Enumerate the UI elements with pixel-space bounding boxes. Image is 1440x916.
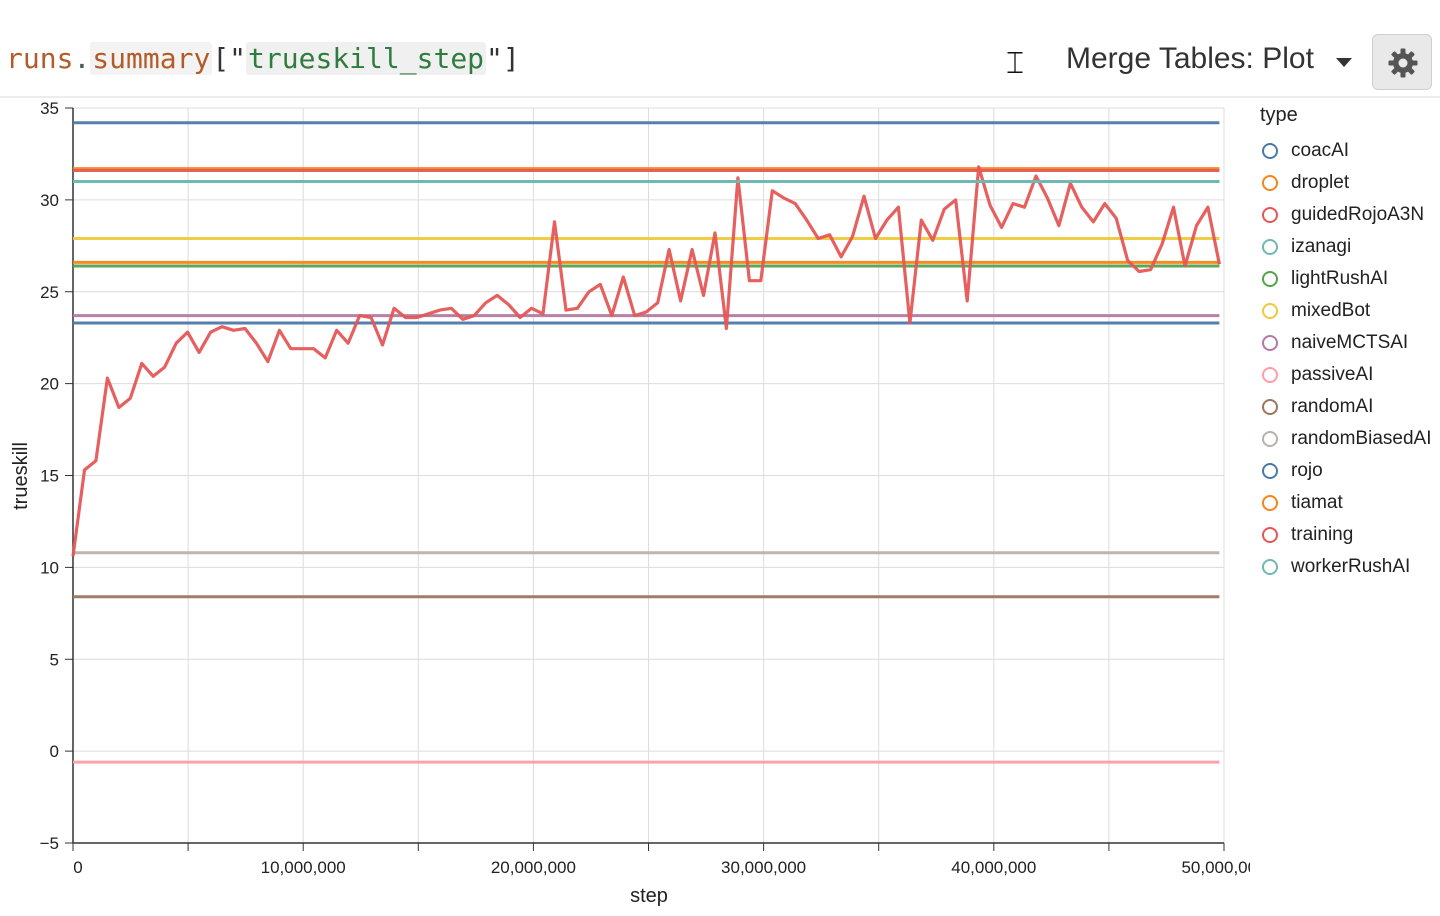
query-dot: .: [73, 42, 91, 75]
y-tick-label: 30: [40, 191, 59, 210]
legend-label: guidedRojoA3N: [1291, 204, 1425, 225]
x-tick-label: 30,000,000: [721, 858, 806, 877]
legend-item-guidedRojoA3N[interactable]: guidedRojoA3N: [1258, 199, 1438, 231]
legend-swatch-icon: [1262, 207, 1278, 223]
x-tick-label: 0: [73, 858, 82, 877]
legend-label: mixedBot: [1291, 300, 1371, 321]
y-tick-label: −5: [40, 834, 59, 853]
legend-swatch-icon: [1262, 399, 1278, 415]
series-line-training: [71, 165, 1221, 557]
legend-item-passiveAI[interactable]: passiveAI: [1258, 359, 1438, 391]
legend-swatch-icon: [1262, 143, 1278, 159]
legend: type coacAI droplet guidedRojoA3N izanagi li…: [1258, 104, 1438, 583]
legend-swatch-icon: [1262, 527, 1278, 543]
legend-label: rojo: [1291, 460, 1323, 481]
legend-items: coacAI droplet guidedRojoA3N izanagi lightRu…: [1258, 135, 1438, 583]
chevron-down-icon[interactable]: [1336, 58, 1352, 67]
legend-item-droplet[interactable]: droplet: [1258, 167, 1438, 199]
legend-swatch-icon: [1262, 495, 1278, 511]
query-object: runs: [6, 42, 74, 75]
legend-label: izanagi: [1291, 236, 1352, 257]
legend-item-mixedBot[interactable]: mixedBot: [1258, 295, 1438, 327]
y-tick-label: 5: [50, 650, 59, 669]
x-axis-title: step: [630, 885, 668, 907]
text-cursor-icon: ⌶: [1006, 46, 1024, 81]
gear-icon: [1388, 48, 1418, 78]
legend-item-lightRushAI[interactable]: lightRushAI: [1258, 263, 1438, 295]
legend-label: lightRushAI: [1291, 268, 1389, 289]
legend-item-training[interactable]: training: [1258, 519, 1438, 551]
legend-label: passiveAI: [1291, 364, 1374, 385]
y-tick-label: 0: [50, 742, 59, 761]
legend-swatch-icon: [1262, 303, 1278, 319]
legend-swatch-icon: [1262, 271, 1278, 287]
x-tick-label: 10,000,000: [261, 858, 346, 877]
legend-swatch-icon: [1262, 463, 1278, 479]
query-bar: runs.summary["trueskill_step"] ⌶ Merge T…: [0, 28, 1440, 98]
legend-label: workerRushAI: [1291, 556, 1411, 577]
query-expression[interactable]: runs.summary["trueskill_step"]: [6, 42, 520, 75]
panel-type-select[interactable]: Merge Tables: Plot: [1066, 42, 1314, 75]
legend-item-tiamat[interactable]: tiamat: [1258, 487, 1438, 519]
y-tick-label: 10: [40, 558, 59, 577]
y-axis-title: trueskill: [10, 442, 32, 510]
legend-item-workerRushAI[interactable]: workerRushAI: [1258, 551, 1438, 583]
legend-item-naiveMCTSAI[interactable]: naiveMCTSAI: [1258, 327, 1438, 359]
x-tick-label: 50,000,000: [1181, 858, 1250, 877]
legend-item-randomBiasedAI[interactable]: randomBiasedAI: [1258, 423, 1438, 455]
legend-item-coacAI[interactable]: coacAI: [1258, 135, 1438, 167]
legend-swatch-icon: [1262, 175, 1278, 191]
axes: 0 10,000,000 20,000,000 30,000,000 40,000,00…: [40, 99, 1250, 877]
query-attribute: summary: [90, 42, 213, 75]
y-tick-label: 25: [40, 283, 59, 302]
x-tick-label: 40,000,000: [951, 858, 1036, 877]
trueskill-line-chart: 0 10,000,000 20,000,000 30,000,000 40,000,00…: [10, 99, 1250, 907]
legend-swatch-icon: [1262, 239, 1278, 255]
y-tick-label: 15: [40, 467, 59, 486]
x-tick-label: 20,000,000: [491, 858, 576, 877]
legend-item-rojo[interactable]: rojo: [1258, 455, 1438, 487]
legend-label: randomBiasedAI: [1291, 428, 1432, 449]
query-close-bracket: "]: [486, 42, 520, 75]
y-tick-label: 20: [40, 375, 59, 394]
legend-swatch-icon: [1262, 335, 1278, 351]
legend-label: droplet: [1291, 172, 1350, 193]
query-key: trueskill_step: [246, 42, 487, 75]
grid: [72, 107, 1225, 844]
legend-title: type: [1260, 104, 1298, 126]
legend-label: tiamat: [1291, 492, 1343, 513]
legend-swatch-icon: [1262, 367, 1278, 383]
legend-label: randomAI: [1291, 396, 1374, 417]
legend-swatch-icon: [1262, 559, 1278, 575]
legend-item-randomAI[interactable]: randomAI: [1258, 391, 1438, 423]
legend-label: training: [1291, 524, 1354, 545]
legend-swatch-icon: [1262, 431, 1278, 447]
legend-label: coacAI: [1291, 140, 1350, 161]
series-lines: [71, 121, 1221, 764]
settings-button[interactable]: [1372, 34, 1432, 90]
y-tick-label: 35: [40, 99, 59, 118]
legend-item-izanagi[interactable]: izanagi: [1258, 231, 1438, 263]
legend-label: naiveMCTSAI: [1291, 332, 1409, 353]
query-open-bracket: [": [212, 42, 247, 75]
